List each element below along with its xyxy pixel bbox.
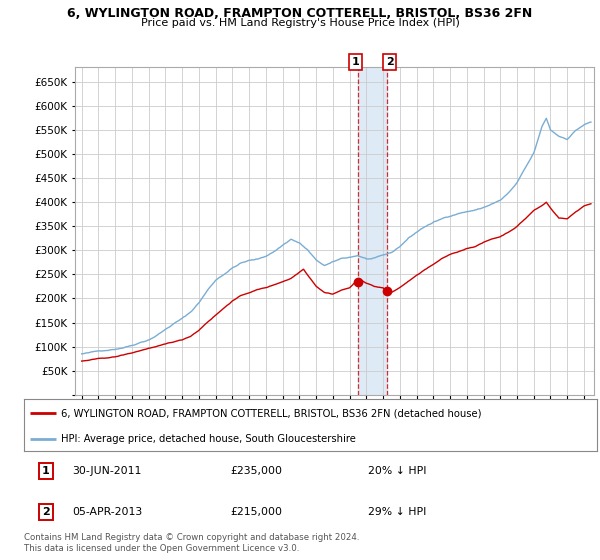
Text: 2: 2 — [386, 57, 394, 67]
Text: 6, WYLINGTON ROAD, FRAMPTON COTTERELL, BRISTOL, BS36 2FN: 6, WYLINGTON ROAD, FRAMPTON COTTERELL, B… — [67, 7, 533, 20]
Text: 20% ↓ HPI: 20% ↓ HPI — [368, 466, 426, 476]
Text: Price paid vs. HM Land Registry's House Price Index (HPI): Price paid vs. HM Land Registry's House … — [140, 18, 460, 28]
Text: 29% ↓ HPI: 29% ↓ HPI — [368, 507, 426, 517]
Text: 05-APR-2013: 05-APR-2013 — [73, 507, 143, 517]
Text: Contains HM Land Registry data © Crown copyright and database right 2024.
This d: Contains HM Land Registry data © Crown c… — [24, 533, 359, 553]
Text: 2: 2 — [42, 507, 50, 517]
Bar — [358, 67, 387, 395]
Text: £215,000: £215,000 — [230, 507, 282, 517]
Text: £235,000: £235,000 — [230, 466, 282, 476]
Text: HPI: Average price, detached house, South Gloucestershire: HPI: Average price, detached house, Sout… — [61, 435, 356, 445]
Text: 6, WYLINGTON ROAD, FRAMPTON COTTERELL, BRISTOL, BS36 2FN (detached house): 6, WYLINGTON ROAD, FRAMPTON COTTERELL, B… — [61, 408, 482, 418]
Text: 30-JUN-2011: 30-JUN-2011 — [73, 466, 142, 476]
Text: 1: 1 — [42, 466, 50, 476]
Text: 1: 1 — [352, 57, 359, 67]
